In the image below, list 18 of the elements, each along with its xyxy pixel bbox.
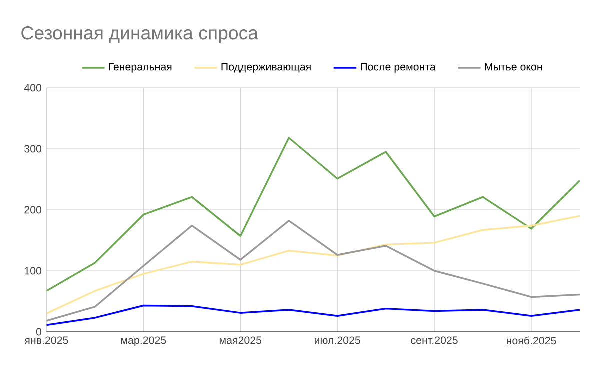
y-tick-label: 100 xyxy=(24,267,42,275)
legend-label: Мытье окон xyxy=(485,63,542,71)
legend-label: Генеральная xyxy=(109,63,172,73)
legend-label: Поддерживающая xyxy=(222,63,311,73)
legend-label: После ремонта xyxy=(361,63,436,73)
x-tick-label: сент.2025 xyxy=(411,336,458,344)
chart-title: Сезонная динамика спроса xyxy=(22,26,259,44)
y-tick-label: 200 xyxy=(24,206,42,214)
x-tick-label: нояб.2025 xyxy=(507,336,556,345)
y-tick-label: 300 xyxy=(24,145,42,153)
x-tick-label: мар.2025 xyxy=(121,336,166,346)
line-series xyxy=(46,304,580,326)
x-tick-label: июл.2025 xyxy=(314,336,360,344)
x-tick-label: янв.2025 xyxy=(24,336,68,344)
y-tick-label: 400 xyxy=(24,84,42,92)
x-tick-label: мая2025 xyxy=(220,336,262,344)
line-series xyxy=(46,137,580,292)
y-tick-label: 0 xyxy=(36,328,42,336)
